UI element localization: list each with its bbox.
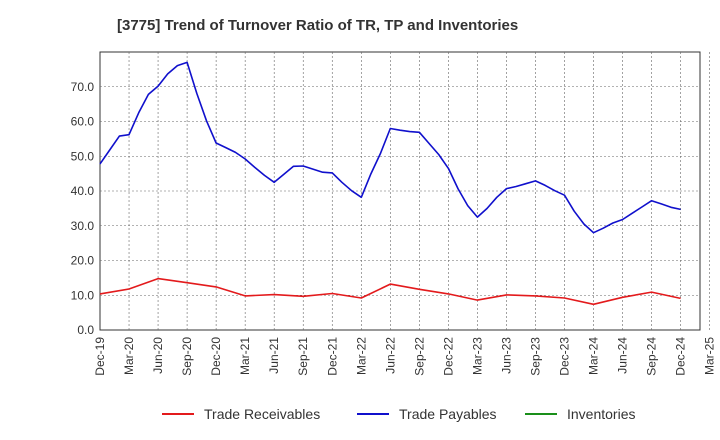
- x-tick-label: Dec-19: [93, 337, 107, 376]
- x-tick-label: Dec-21: [325, 337, 339, 376]
- legend-label-inventories: Inventories: [567, 406, 635, 422]
- x-tick-label: Sep-22: [412, 337, 426, 376]
- plot-area: Dec-19 Mar-20 Jun-20 Sep-20 Dec-20 Mar-21 Jun-…: [71, 51, 717, 376]
- x-tick-label: Sep-20: [180, 337, 194, 376]
- x-tick-label: Jun-22: [383, 337, 397, 374]
- x-tick-label: Jun-24: [616, 337, 630, 374]
- chart-title: [3775] Trend of Turnover Ratio of TR, TP…: [117, 17, 518, 34]
- y-tick-label: 60.0: [71, 115, 95, 129]
- y-tick-label: 0.0: [77, 323, 94, 337]
- x-tick-label: Sep-23: [528, 337, 542, 376]
- series-line-trade-payables: [99, 61, 681, 234]
- legend-label-trade-payables: Trade Payables: [399, 406, 497, 422]
- x-tick-label: Dec-23: [558, 337, 572, 376]
- x-tick-label: Jun-20: [151, 337, 165, 374]
- y-tick-label: 40.0: [71, 184, 95, 198]
- y-tick-label: 20.0: [71, 254, 95, 268]
- x-tick-label: Mar-20: [122, 337, 136, 375]
- y-tick-label: 10.0: [71, 288, 95, 302]
- y-tick-label: 30.0: [71, 219, 95, 233]
- x-tick-label: Dec-24: [674, 337, 688, 376]
- x-tick-label: Dec-22: [441, 337, 455, 376]
- x-tick-label: Sep-24: [645, 337, 659, 376]
- x-tick-label: Jun-21: [267, 337, 281, 374]
- x-tick-label: Mar-24: [587, 337, 601, 375]
- x-tick-label: Dec-20: [209, 337, 223, 376]
- y-tick-label: 50.0: [71, 149, 95, 163]
- series-line-trade-receivables: [99, 277, 681, 306]
- legend-label-trade-receivables: Trade Receivables: [204, 406, 320, 422]
- x-tick-label: Mar-23: [470, 337, 484, 375]
- y-tick-label: 70.0: [71, 80, 95, 94]
- x-tick-label: Mar-21: [238, 337, 252, 375]
- x-tick-label: Mar-22: [354, 337, 368, 375]
- x-tick-label: Sep-21: [296, 337, 310, 376]
- x-tick-label: Jun-23: [499, 337, 513, 374]
- x-tick-label: Mar-25: [703, 337, 717, 375]
- legend: Trade Receivables Trade Payables Inventori…: [162, 406, 635, 422]
